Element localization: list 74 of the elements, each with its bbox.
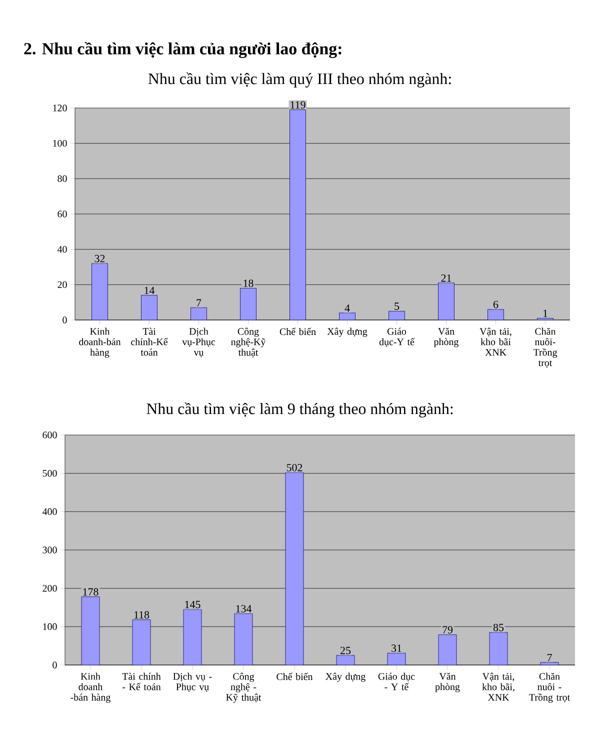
x-tick-label: Kinh doanh-bán hàng [79,328,121,358]
data-label: 32 [94,254,105,262]
data-label: 85 [493,624,504,632]
data-label: 7 [547,654,552,662]
bar [92,263,108,320]
x-tick-label: Chăn nuôi-Trồng trọt [533,328,558,368]
x-tick-label: Vận tải, kho bãi, XNK [482,672,514,701]
x-tick-label: Văn phòng [435,672,460,692]
bar [488,309,504,320]
bar [339,312,356,320]
data-label: 14 [144,286,155,294]
data-label: 1 [543,310,548,318]
y-tick-label: 120 [53,104,67,112]
data-label: 134 [236,605,252,612]
y-tick-label: 300 [42,546,57,554]
bar [438,634,457,665]
y-tick-label: 100 [43,623,57,630]
data-label: 5 [394,302,400,310]
x-tick-label: Xây dựng [327,328,368,337]
bar [290,110,306,320]
x-tick-label: Kinh doanh -bán hàng [70,672,111,703]
x-tick-label: Giáo dục-Y tế [379,328,415,347]
x-tick-label: Chế biến [280,328,316,336]
y-tick-label: 40 [57,246,67,253]
bar [336,655,355,665]
y-tick-label: 0 [52,662,57,668]
y-tick-label: 400 [42,508,57,516]
x-tick-label: Dịch vụ-Phục vụ [182,328,216,358]
x-tick-label: Dịch vụ - Phục vụ [173,672,212,692]
x-tick-label: Văn phòng [434,328,459,348]
y-tick-label: 80 [58,175,67,182]
y-tick-label: 20 [58,281,67,288]
y-tick-label: 100 [53,140,67,147]
y-tick-label: 0 [62,316,67,324]
data-label: 7 [196,299,202,306]
bar [183,609,202,665]
x-tick-label: Chăn nuôi - Trồng trọt [529,672,570,703]
x-tick-label: Công nghệ-Kỹ thuật [231,328,266,358]
y-tick-label: 60 [58,210,67,218]
y-tick-label: 600 [42,432,57,438]
chart-subtitle: Nhu cầu tìm việc làm quý III theo nhóm ngành: [148,72,451,88]
y-tick-label: 500 [42,470,57,477]
chart-title: 2. Nhu cầu tìm việc làm của người lao động: [24,42,342,58]
bar [132,620,151,665]
x-tick-label: Chế biến [276,672,313,680]
data-label: 119 [290,101,306,109]
data-label: 118 [134,611,150,619]
bar [388,310,405,320]
x-tick-label: Công nghệ - Kỹ thuật [226,672,262,703]
x-tick-label: Tài chính-Kế toán [131,328,168,356]
data-label: 25 [340,646,351,654]
data-label: 18 [244,280,254,287]
bar [540,662,559,665]
data-label: 4 [344,304,350,312]
bar [387,652,406,665]
bar [234,613,253,665]
data-label: 178 [83,588,98,596]
bar [141,295,158,320]
chart-title: Nhu cầu tìm việc làm 9 tháng theo nhóm ngành: [146,402,453,418]
data-label: 6 [493,300,498,308]
bar [81,596,100,665]
x-tick-label: Xây dựng [326,672,366,682]
x-tick-label: Vận tải, kho bãi XNK [480,328,512,356]
data-label: 145 [185,600,200,608]
data-label: 502 [286,464,302,472]
bar [285,472,304,665]
y-tick-label: 200 [42,584,57,592]
x-tick-label: Tài chính - Kế toán [122,672,161,690]
data-label: 79 [442,626,453,634]
x-tick-label: Giáo dục - Y tế [378,672,415,690]
data-label: 21 [441,274,452,282]
bar [190,307,207,320]
bar [438,282,454,320]
data-label: 31 [392,644,402,652]
